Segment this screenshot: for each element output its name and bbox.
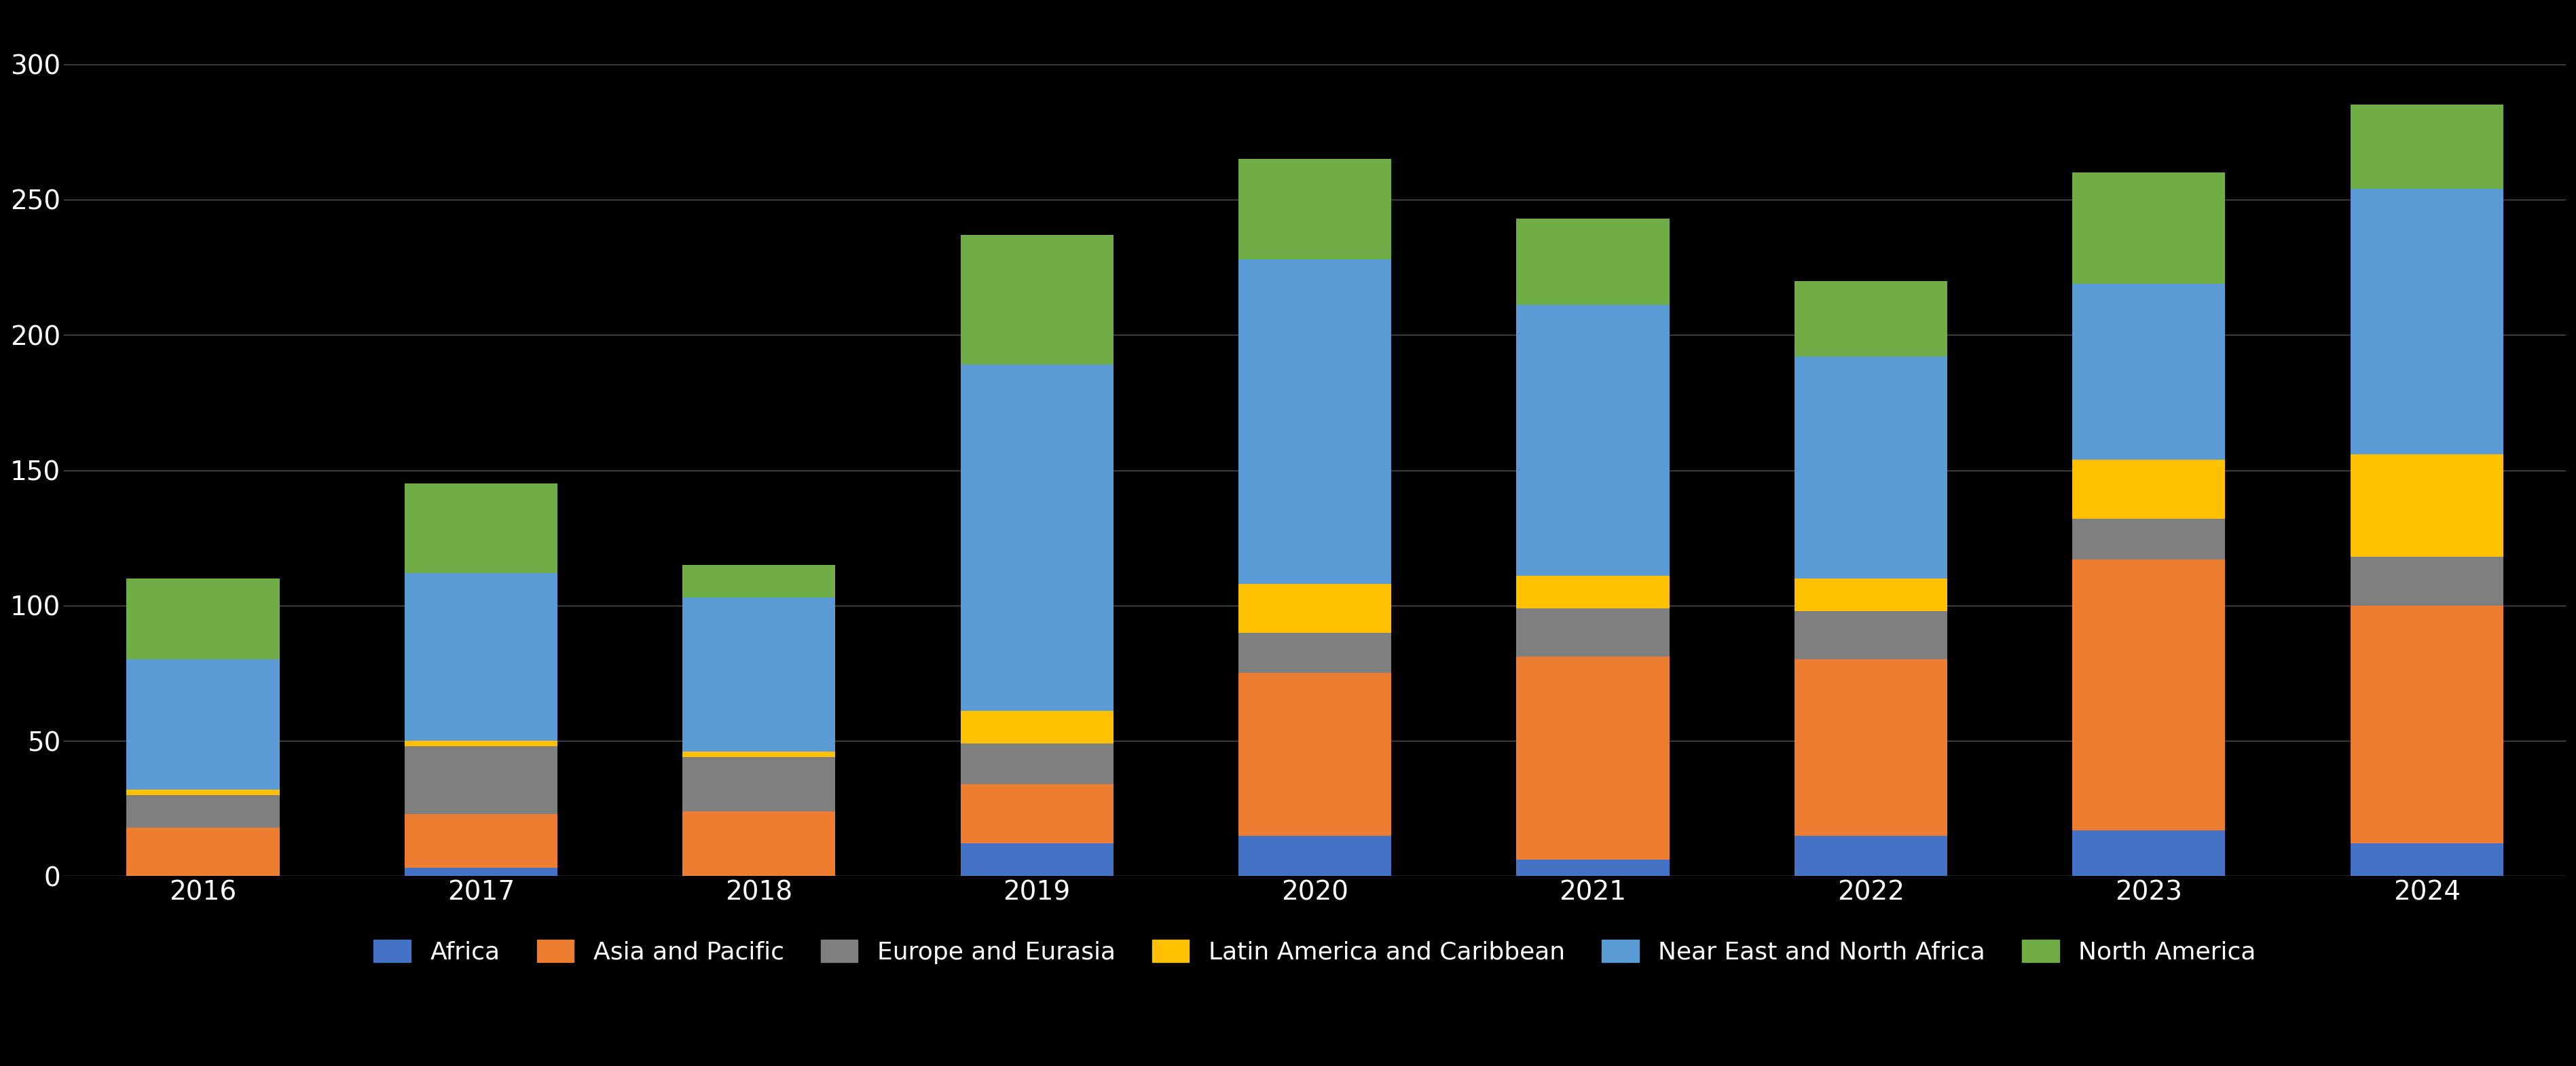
Bar bbox=[2074, 560, 2226, 830]
Bar bbox=[1239, 159, 1391, 259]
Bar bbox=[126, 579, 278, 660]
Bar bbox=[1239, 584, 1391, 632]
Bar bbox=[2074, 459, 2226, 519]
Bar bbox=[1795, 611, 1947, 660]
Bar bbox=[2349, 605, 2504, 843]
Bar bbox=[2349, 104, 2504, 189]
Bar bbox=[1517, 305, 1669, 576]
Bar bbox=[2074, 284, 2226, 459]
Bar bbox=[2074, 830, 2226, 876]
Bar bbox=[961, 711, 1113, 743]
Bar bbox=[126, 660, 278, 790]
Bar bbox=[1795, 579, 1947, 611]
Bar bbox=[126, 827, 278, 876]
Bar bbox=[1795, 280, 1947, 356]
Bar bbox=[1517, 609, 1669, 657]
Bar bbox=[683, 811, 835, 876]
Bar bbox=[1517, 657, 1669, 860]
Bar bbox=[2349, 189, 2504, 454]
Bar bbox=[404, 813, 556, 868]
Bar bbox=[683, 597, 835, 752]
Legend: Africa, Asia and Pacific, Europe and Eurasia, Latin America and Caribbean, Near : Africa, Asia and Pacific, Europe and Eur… bbox=[361, 927, 2269, 976]
Bar bbox=[961, 743, 1113, 785]
Bar bbox=[2349, 556, 2504, 605]
Bar bbox=[1239, 836, 1391, 876]
Bar bbox=[1239, 259, 1391, 584]
Bar bbox=[1239, 632, 1391, 673]
Bar bbox=[126, 790, 278, 795]
Bar bbox=[2074, 173, 2226, 284]
Bar bbox=[1517, 860, 1669, 876]
Bar bbox=[126, 795, 278, 827]
Bar bbox=[1795, 660, 1947, 836]
Bar bbox=[1795, 356, 1947, 579]
Bar bbox=[1517, 219, 1669, 305]
Bar bbox=[961, 365, 1113, 711]
Bar bbox=[683, 757, 835, 811]
Bar bbox=[404, 746, 556, 813]
Bar bbox=[1239, 673, 1391, 836]
Bar bbox=[961, 235, 1113, 365]
Bar bbox=[404, 484, 556, 574]
Bar bbox=[961, 843, 1113, 876]
Bar bbox=[1517, 576, 1669, 609]
Bar bbox=[683, 752, 835, 757]
Bar bbox=[404, 868, 556, 876]
Bar bbox=[961, 785, 1113, 843]
Bar bbox=[2349, 843, 2504, 876]
Bar bbox=[2349, 454, 2504, 556]
Bar bbox=[683, 565, 835, 597]
Bar bbox=[2074, 519, 2226, 560]
Bar bbox=[404, 574, 556, 741]
Bar bbox=[404, 741, 556, 746]
Bar bbox=[1795, 836, 1947, 876]
